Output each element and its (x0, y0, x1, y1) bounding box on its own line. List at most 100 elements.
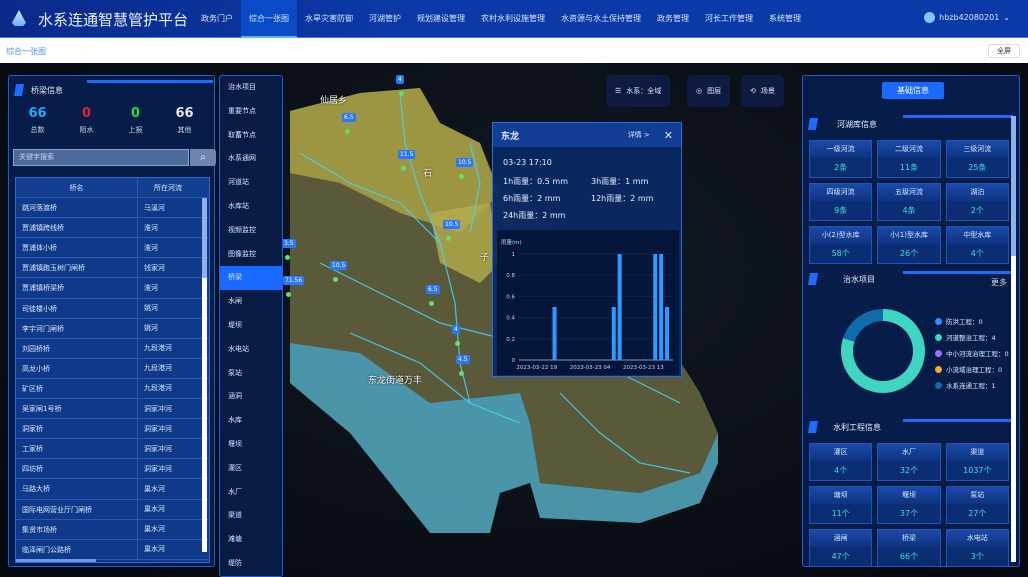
more-link[interactable]: 更多 (991, 278, 1007, 287)
station-pin-icon[interactable] (285, 255, 290, 260)
table-row[interactable]: 司徒楼小桥 姚河 (16, 298, 209, 319)
stat-card[interactable]: 一级河流 2条 (809, 140, 873, 178)
legend-item[interactable]: 小流域治理工程：0 (935, 364, 1009, 374)
stat-card[interactable]: 塘坝 11个 (809, 486, 873, 524)
layer-menu-item[interactable]: 图像监控 (228, 249, 256, 258)
layer-menu-item[interactable]: 视频监控 (228, 225, 256, 234)
stat-card[interactable]: 堰坝 37个 (877, 486, 941, 524)
layer-menu-item[interactable]: 渠道 (228, 511, 242, 520)
stat-card[interactable]: 水电站 3个 (945, 529, 1009, 567)
close-icon[interactable]: ✕ (663, 128, 673, 142)
stat-card[interactable]: 桥梁 66个 (877, 529, 941, 567)
table-row[interactable]: 工家桥 洞家冲河 (16, 439, 209, 460)
table-row[interactable]: 吴家闸1号桥 洞家冲河 (16, 399, 209, 420)
table-row[interactable]: 马路大桥 巢水河 (16, 479, 209, 500)
layer-menu-item[interactable]: 水库站 (228, 201, 249, 210)
layer-menu-item[interactable]: 水厂 (228, 487, 242, 496)
layer-menu-item[interactable]: 重要节点 (228, 106, 256, 115)
nav-item[interactable]: 河湖管护 (369, 14, 401, 23)
table-row[interactable]: 洞家桥 洞家冲河 (16, 419, 209, 440)
table-row[interactable]: 贾浦镇跨线桥 淮河 (16, 218, 209, 239)
table-row[interactable]: 刘园桥桥 九段港河 (16, 338, 209, 359)
detail-link[interactable]: 详情 > (627, 131, 650, 139)
column-header-name[interactable]: 桥名 (16, 178, 138, 198)
map-marker[interactable]: 4.5 (456, 355, 470, 364)
scene-button[interactable]: ⟲ 场景 (741, 75, 784, 107)
rain-bar[interactable] (659, 254, 664, 360)
layer-menu-item[interactable]: 取蓄节点 (228, 130, 256, 139)
scrollbar-thumb[interactable] (1011, 116, 1016, 256)
stat-card[interactable]: 中型水库 4个 (945, 226, 1009, 264)
station-pin-icon[interactable] (429, 301, 434, 306)
stat-card[interactable]: 五级河流 4条 (877, 183, 941, 221)
layer-menu-item[interactable]: 泵站 (228, 368, 242, 377)
rain-bar[interactable] (665, 307, 670, 360)
map-marker[interactable]: 3.5 (282, 239, 296, 248)
stat-card[interactable]: 涵闸 47个 (809, 529, 873, 567)
nav-item[interactable]: 综合一张图 (241, 0, 297, 38)
table-row[interactable]: 李宇河门闸桥 姚河 (16, 318, 209, 339)
layers-button[interactable]: ◎ 图层 (687, 75, 731, 107)
station-pin-icon[interactable] (333, 277, 338, 282)
station-pin-icon[interactable] (446, 236, 451, 241)
layer-menu-item[interactable]: 水电站 (228, 344, 249, 353)
table-row[interactable]: 贾浦镇跑玉树门闸桥 钱家河 (16, 258, 209, 279)
table-row[interactable]: 高龙小桥 九段港河 (16, 358, 209, 379)
stat-card[interactable]: 灌区 4个 (809, 443, 873, 481)
station-pin-icon[interactable] (459, 174, 464, 179)
rain-bar[interactable] (653, 254, 658, 360)
breadcrumb[interactable]: 综合一张图 (6, 47, 46, 56)
map-marker[interactable]: 71.56 (283, 276, 305, 285)
layer-menu-item[interactable]: 水系通网 (228, 154, 256, 163)
table-row[interactable]: 跳河落渡桥 马溪河 (16, 198, 209, 219)
station-pin-icon[interactable] (459, 371, 464, 376)
stat-card[interactable]: 水厂 32个 (877, 443, 941, 481)
legend-item[interactable]: 中小河流治理工程：0 (935, 348, 1009, 358)
stat-card[interactable]: 小(2)型水库 58个 (809, 226, 873, 264)
stat-card[interactable]: 四级河流 9条 (809, 183, 873, 221)
nav-item[interactable]: 政务管理 (657, 14, 689, 23)
map-marker[interactable]: 4 (396, 75, 404, 84)
nav-item[interactable]: 政务门户 (201, 14, 233, 23)
table-row[interactable]: 集贤市场桥 巢水河 (16, 519, 209, 540)
scrollbar-thumb[interactable] (202, 198, 207, 278)
water-system-button[interactable]: ☰ 水系：全域 (606, 75, 671, 107)
stat-card[interactable]: 二级河流 11条 (877, 140, 941, 178)
layer-menu-item[interactable]: 滩塘 (228, 535, 242, 544)
nav-item[interactable]: 规划建设管理 (417, 14, 465, 23)
stat-card[interactable]: 三级河流 25条 (945, 140, 1009, 178)
layer-menu-item[interactable]: 堤防 (228, 558, 242, 567)
station-pin-icon[interactable] (455, 341, 460, 346)
layer-menu-item[interactable]: 堤坝 (228, 320, 242, 329)
donut-slice[interactable] (843, 309, 883, 342)
layer-menu-item[interactable]: 桥梁 (220, 266, 282, 291)
layer-menu-item[interactable]: 水库 (228, 416, 242, 425)
map-marker[interactable]: 10.5 (456, 158, 474, 167)
table-row[interactable]: 矿区桥 九段港河 (16, 378, 209, 400)
nav-item[interactable]: 水旱灾害防御 (305, 14, 353, 23)
map-marker[interactable]: 6.5 (426, 285, 440, 294)
table-row[interactable]: 贾浦镇桥梁桥 淮河 (16, 278, 209, 299)
stat-card[interactable]: 湖泊 2个 (945, 183, 1009, 221)
station-pin-icon[interactable] (401, 166, 406, 171)
nav-item[interactable]: 系统管理 (769, 14, 801, 23)
layer-menu-item[interactable]: 治水项目 (228, 83, 256, 91)
map-marker[interactable]: 10.5 (443, 220, 461, 229)
search-button[interactable]: ⌕ (190, 149, 216, 166)
map-marker[interactable]: 11.5 (398, 150, 416, 159)
station-pin-icon[interactable] (399, 91, 404, 96)
legend-item[interactable]: 水系连通工程：1 (935, 380, 1009, 390)
map-marker[interactable]: 10.5 (330, 261, 348, 270)
layer-menu-item[interactable]: 水闸 (228, 297, 242, 306)
nav-item[interactable]: 河长工作管理 (705, 14, 753, 23)
table-row[interactable]: 四坊桥 洞家冲河 (16, 459, 209, 480)
map-marker[interactable]: 4 (452, 325, 460, 334)
vertical-scrollbar[interactable] (1011, 116, 1016, 562)
nav-item[interactable]: 水资源与水土保持管理 (561, 14, 641, 23)
stat-card[interactable]: 泵站 27个 (945, 486, 1009, 524)
station-pin-icon[interactable] (345, 129, 350, 134)
stat-card[interactable]: 小(1)型水库 26个 (877, 226, 941, 264)
nav-item[interactable]: 农村水利设施管理 (481, 14, 545, 23)
layer-menu-item[interactable]: 堰坝 (228, 439, 242, 448)
legend-item[interactable]: 河道整治工程：4 (935, 332, 1009, 342)
